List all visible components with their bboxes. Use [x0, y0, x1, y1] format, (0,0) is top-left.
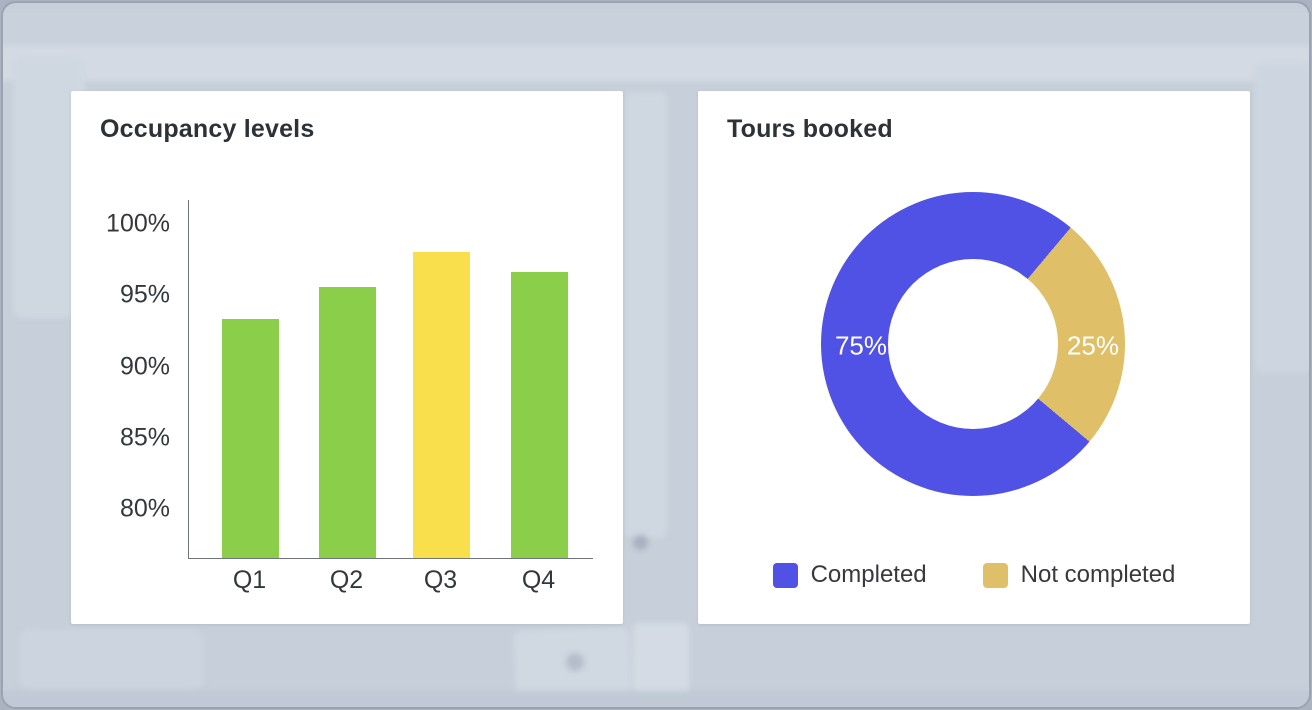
occupancy-card-title: Occupancy levels [100, 115, 315, 143]
y-axis-tick-label: 100% [106, 209, 170, 238]
keyboard-key-shape [633, 623, 689, 701]
bar-chart-x-axis: Q1 Q2 Q3 Q4 [188, 566, 593, 596]
bar-chart-y-axis: 100% 95% 90% 85% 80% [71, 91, 170, 624]
legend-swatch [982, 562, 1008, 588]
bar-q1 [222, 318, 279, 558]
keyboard-screw-icon [633, 535, 648, 550]
keyboard-screw-icon [566, 653, 584, 671]
x-axis-label-q4: Q4 [521, 566, 556, 594]
keyboard-key-shape [1255, 63, 1309, 373]
donut-legend: Completed Not completed [698, 561, 1250, 589]
x-axis-label-q2: Q2 [329, 566, 364, 594]
tours-card-title: Tours booked [727, 115, 893, 143]
y-axis-tick-label: 90% [119, 352, 170, 381]
y-axis-tick-label: 85% [119, 423, 170, 452]
donut-hole [888, 259, 1058, 429]
donut-slice-label-not-completed: 25% [1066, 330, 1120, 361]
keyboard-key-shape [19, 629, 204, 691]
legend-item-not-completed: Not completed [982, 561, 1176, 589]
legend-item-completed: Completed [772, 561, 927, 589]
keyboard-key-shape [625, 92, 667, 538]
x-axis-label-q3: Q3 [423, 566, 458, 594]
donut-slice-label-completed: 75% [834, 330, 888, 361]
keyboard-bottom-band-shape [3, 691, 1309, 707]
occupancy-levels-card: Occupancy levels 100% 95% 90% 85% 80% Q1 Q2 Q3… [71, 91, 623, 624]
tours-booked-card: Tours booked 75% 25% Completed Not comple… [698, 91, 1250, 624]
bar-chart-plot-area [188, 200, 593, 559]
bar-q2 [319, 287, 376, 558]
legend-label: Completed [810, 561, 927, 588]
tours-donut-chart: 75% 25% [821, 192, 1125, 496]
y-axis-tick-label: 95% [119, 280, 170, 309]
keyboard-key-row-shape [3, 45, 1309, 81]
keyboard-key-row-shape [3, 9, 1309, 45]
y-axis-tick-label: 80% [119, 494, 170, 523]
legend-swatch [772, 562, 798, 588]
bar-q4 [511, 271, 568, 558]
x-axis-label-q1: Q1 [232, 566, 267, 594]
legend-label: Not completed [1020, 561, 1176, 588]
bar-q3 [413, 251, 470, 558]
